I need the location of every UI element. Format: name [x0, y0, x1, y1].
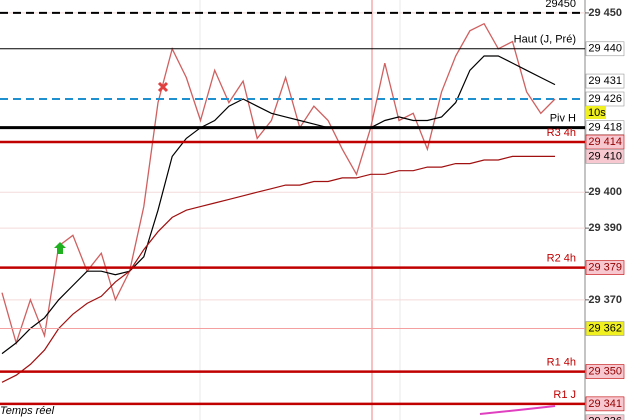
level-name: Haut (J, Pré): [514, 34, 576, 46]
level-box: [585, 396, 625, 412]
level-label: 29 431: [588, 75, 622, 87]
plot-area: [0, 0, 585, 420]
level-label: 29 440: [588, 43, 622, 55]
level-label: 29 426: [588, 93, 622, 105]
realtime-note: Temps réel: [0, 405, 55, 417]
decoration-line: [479, 405, 556, 415]
level-name: Piv H: [550, 113, 576, 125]
level-label: 29 336: [588, 416, 622, 420]
level-label: 29 410: [588, 150, 622, 162]
timer: 10s: [588, 107, 606, 119]
level-box: [585, 73, 625, 89]
timer-box: [586, 105, 606, 119]
level-name: R1 4h: [547, 356, 576, 368]
level-box: [585, 149, 625, 164]
buy-arrow: [54, 242, 66, 254]
y-tick-label: 29 400: [588, 186, 622, 198]
level-label: 29 341: [588, 398, 622, 410]
level-box: [585, 260, 625, 275]
sell-mark: [157, 81, 169, 93]
level-box: [585, 120, 625, 135]
level-label: 29 414: [588, 136, 622, 148]
series-line: [1, 155, 555, 383]
level-name: R3 4h: [547, 127, 576, 139]
level-box: [585, 134, 625, 150]
level-name: R1 J: [553, 389, 576, 401]
y-tick-label: 29 450: [588, 7, 622, 19]
level-name: R2 4h: [547, 252, 576, 264]
level-box: [585, 364, 625, 379]
y-tick-label: 29 390: [588, 222, 622, 234]
y-tick-label: 29 370: [588, 294, 622, 306]
level-label: 29 418: [588, 122, 622, 134]
level-box: [585, 414, 625, 420]
level-label: 29 350: [588, 365, 622, 377]
level-name: 29450: [545, 0, 576, 10]
level-label: 29 379: [588, 261, 622, 273]
level-box: [585, 41, 625, 57]
level-label: 29 362: [588, 322, 622, 334]
level-box: [585, 321, 625, 336]
series-line: [1, 55, 556, 355]
